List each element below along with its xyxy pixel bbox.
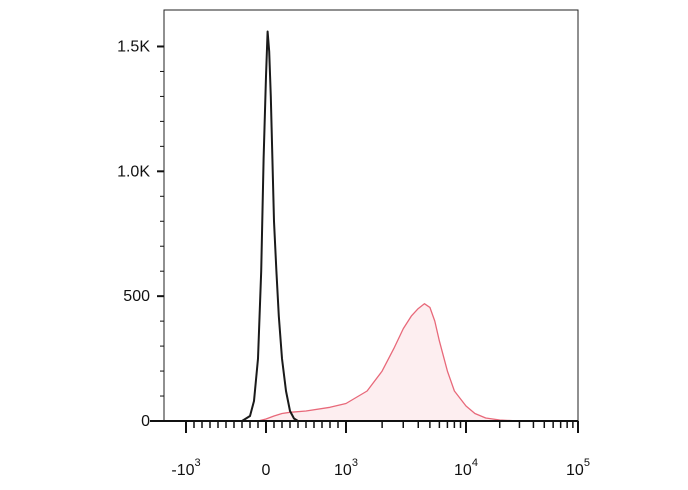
y-tick-label-1: 500 (123, 288, 150, 305)
x-tick-label-0: -103 (171, 457, 200, 479)
x-tick-label-2: 103 (334, 457, 358, 479)
series-1-area (258, 303, 520, 421)
x-tick-label-1: 0 (262, 462, 271, 479)
x-tick-label-4: 105 (566, 457, 590, 479)
plot-frame (163, 9, 579, 422)
y-tick-label-0: 0 (141, 413, 150, 430)
y-tick-label-2: 1.0K (117, 163, 150, 180)
series-0-line (241, 30, 299, 422)
y-tick-label-3: 1.5K (117, 38, 150, 55)
x-tick-label-3: 104 (454, 457, 478, 479)
